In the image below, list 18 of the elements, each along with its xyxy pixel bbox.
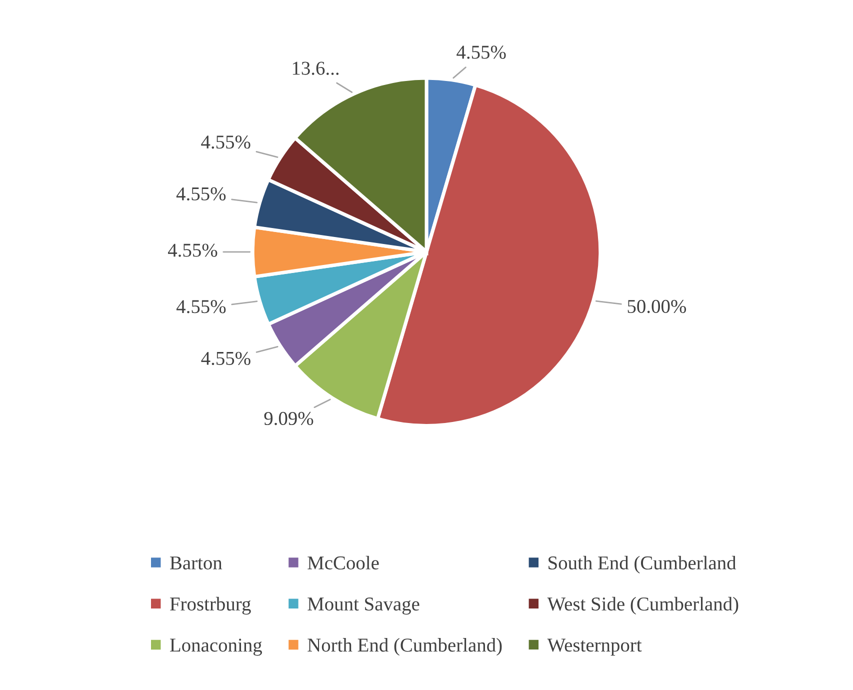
legend-label: North End (Cumberland) [308, 638, 502, 656]
data-label: 4.55% [168, 244, 218, 257]
data-label: 4.55% [176, 300, 226, 314]
data-label: 4.55% [456, 46, 506, 59]
legend-label: Lonaconing [170, 638, 262, 656]
data-label: 4.55% [201, 352, 250, 366]
legend-label: South End (Cumberland [548, 556, 736, 574]
data-label: 13.6... [292, 62, 339, 75]
data-label: 4.55% [176, 187, 226, 201]
data-label: 9.09% [264, 412, 314, 426]
legend-label: Barton [170, 556, 222, 570]
data-label: 50.00% [628, 300, 686, 314]
legend-label: Mount Savage [308, 598, 420, 615]
legend-label: Westernport [547, 638, 642, 656]
legend-label: West Side (Cumberland) [547, 596, 738, 615]
data-label: 4.55% [201, 136, 250, 149]
legend-label: McCoole [308, 556, 379, 570]
legend-label: Frostrburg [170, 596, 251, 615]
